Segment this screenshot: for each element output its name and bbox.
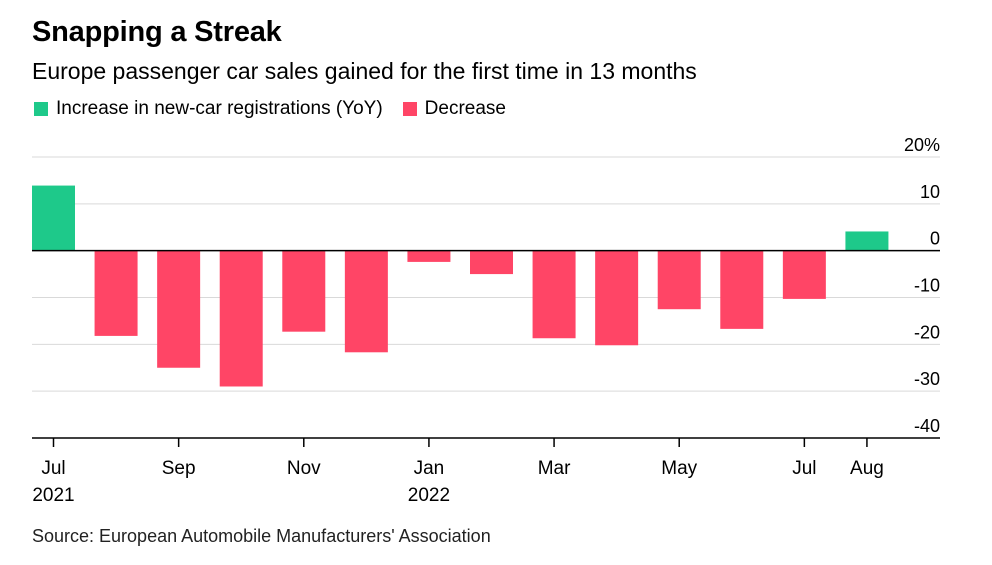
x-tick-label: Sep [162, 458, 196, 479]
bar-decrease [282, 250, 326, 332]
bar-decrease [407, 250, 451, 262]
x-tick-label: Aug [850, 458, 884, 479]
y-tick-label: -40 [914, 416, 940, 436]
legend-label-increase: Increase in new-car registrations (YoY) [56, 98, 383, 119]
y-tick-label: 20% [904, 135, 940, 155]
y-tick-label: -20 [914, 322, 940, 342]
legend-swatch-increase [34, 102, 48, 116]
bar-decrease [595, 250, 639, 346]
bar-decrease [657, 250, 701, 310]
source-note: Source: European Automobile Manufacturer… [32, 526, 491, 546]
chart-title: Snapping a Streak [32, 16, 282, 48]
bar-chart: 20% 10 0 -10 -20 -30 -40 Jul 2021 Sep Nov Jan 2022 M… [32, 135, 940, 506]
chart-bars [32, 185, 940, 387]
bar-increase [845, 231, 889, 251]
x-tick-year-label: 2022 [408, 485, 450, 506]
y-tick-label: 10 [920, 182, 940, 202]
x-tick-label: Nov [287, 458, 321, 479]
bar-decrease [470, 250, 513, 275]
legend-item-decrease: Decrease [402, 98, 506, 120]
chart-legend: Increase in new-car registrations (YoY) … [34, 98, 526, 120]
legend-item-increase: Increase in new-car registrations (YoY) [34, 98, 383, 120]
bar-increase [32, 185, 75, 251]
bar-decrease [344, 250, 388, 353]
x-tick-label: May [661, 458, 697, 479]
x-tick-label: Jan [414, 458, 445, 479]
bar-decrease [219, 250, 263, 387]
x-tick-label: Mar [538, 458, 571, 479]
bar-decrease [94, 250, 138, 336]
y-tick-label: 0 [930, 229, 940, 249]
chart-subtitle: Europe passenger car sales gained for th… [32, 58, 697, 84]
bar-decrease [157, 250, 201, 368]
bar-decrease [720, 250, 764, 329]
bar-decrease [532, 250, 576, 339]
y-tick-label: -10 [914, 276, 940, 296]
bar-decrease [782, 250, 826, 299]
y-tick-label: -30 [914, 369, 940, 389]
legend-label-decrease: Decrease [424, 98, 506, 119]
x-tick-label: Jul [792, 458, 816, 479]
legend-swatch-decrease [402, 102, 417, 116]
x-tick-year-label: 2021 [32, 485, 74, 506]
x-tick-label: Jul [41, 458, 65, 479]
y-axis: 20% 10 0 -10 -20 -30 -40 [904, 135, 940, 436]
x-axis: Jul 2021 Sep Nov Jan 2022 Mar May Jul Aug [32, 437, 940, 506]
